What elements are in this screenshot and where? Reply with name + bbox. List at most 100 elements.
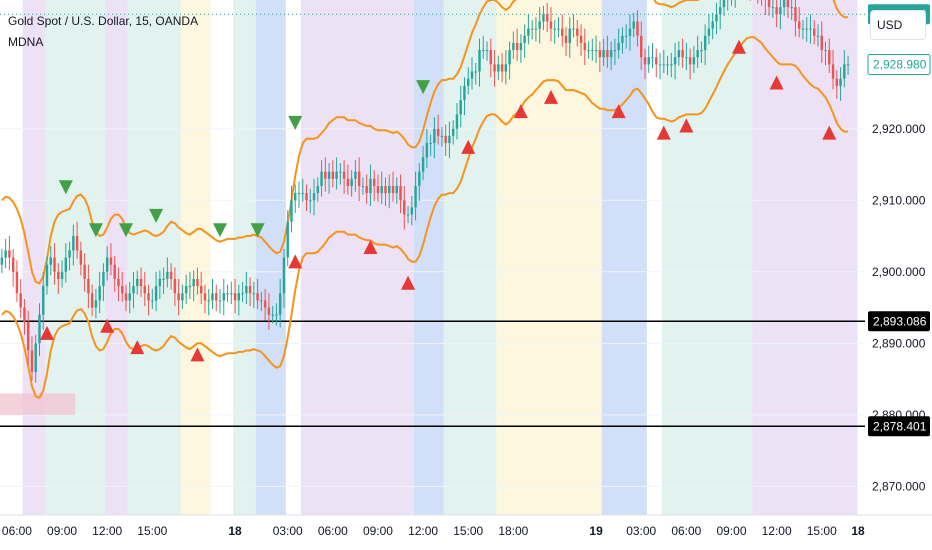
candle-body-36 — [136, 278, 139, 287]
session-band-6 — [255, 0, 286, 515]
candle-body-118 — [444, 135, 447, 144]
candle-body-15 — [57, 271, 60, 279]
candle-body-140 — [527, 28, 530, 36]
candle-body-102 — [384, 185, 387, 194]
candle-body-113 — [425, 143, 429, 158]
time-tick-6: 06:00 — [318, 524, 348, 538]
time-tick-14: 09:00 — [716, 524, 746, 538]
candle-body-28 — [105, 257, 109, 272]
sell-signal-marker-1 — [88, 223, 103, 238]
sell-signal-marker-8 — [490, 0, 492, 2]
candle-body-167 — [628, 28, 632, 36]
session-band-5 — [233, 0, 256, 515]
currency-selector[interactable]: USD — [870, 10, 926, 40]
candle-body-120 — [451, 128, 455, 136]
time-tick-1: 09:00 — [47, 524, 77, 538]
candle-body-151 — [568, 28, 571, 43]
candle-body-92 — [346, 178, 350, 186]
candle-body-40 — [151, 300, 154, 302]
buy-signal-marker-13 — [732, 39, 747, 54]
candle-body-206 — [775, 7, 778, 15]
candle-body-185 — [696, 50, 699, 58]
sell-signal-marker-0 — [58, 180, 73, 195]
candle-body-115 — [433, 128, 436, 144]
candle-body-11 — [42, 286, 45, 315]
candle-body-148 — [557, 28, 560, 30]
candle-body-180 — [677, 50, 681, 58]
buy-signal-marker-10 — [611, 104, 626, 119]
candle-body-60 — [226, 293, 229, 295]
sell-signal-marker-7 — [416, 80, 431, 95]
time-tick-17: 18 — [851, 524, 865, 538]
symbol-title[interactable]: Gold Spot / U.S. Dollar, 15, OANDA — [8, 14, 199, 28]
candle-body-223 — [839, 78, 842, 86]
time-tick-13: 06:00 — [671, 524, 701, 538]
price-tick-2: 2,890.000 — [872, 336, 926, 350]
candle-body-103 — [388, 185, 391, 194]
session-band-7 — [300, 0, 414, 515]
candle-body-209 — [786, 0, 790, 8]
candle-body-86 — [324, 171, 327, 179]
candle-body-156 — [587, 50, 590, 52]
candle-body-143 — [538, 21, 541, 29]
candle-body-125 — [470, 71, 474, 79]
candle-body-210 — [790, 7, 793, 9]
candle-body-176 — [662, 64, 666, 66]
price-tick-3: 2,900.000 — [872, 265, 926, 279]
buy-signal-marker-6 — [401, 275, 416, 290]
candle-body-75 — [282, 257, 286, 294]
candle-body-161 — [606, 50, 609, 58]
candle-body-155 — [583, 42, 587, 51]
candle-body-38 — [143, 286, 147, 294]
candle-body-47 — [177, 293, 180, 301]
candle-body-170 — [640, 35, 643, 58]
candle-body-52 — [196, 278, 199, 287]
candle-body-69 — [260, 300, 263, 302]
candle-body-2 — [8, 250, 11, 258]
candle-body-78 — [294, 193, 297, 201]
level-tag-1: 2,878.401 — [873, 419, 927, 433]
sell-signal-marker-5 — [250, 223, 265, 238]
candle-body-59 — [222, 293, 225, 301]
candle-body-42 — [158, 278, 162, 287]
candle-body-26 — [98, 286, 101, 301]
candle-body-128 — [482, 50, 485, 52]
candle-body-215 — [809, 28, 812, 30]
candle-body-129 — [485, 50, 489, 52]
candle-body-87 — [327, 171, 331, 179]
candle-body-122 — [459, 100, 462, 115]
candle-body-85 — [320, 171, 323, 186]
buy-signal-marker-1 — [100, 318, 115, 333]
candle-body-190 — [715, 14, 718, 22]
candle-body-29 — [109, 257, 113, 265]
indicator-name[interactable]: MDNA — [8, 35, 44, 49]
candle-body-51 — [192, 278, 195, 287]
candle-body-68 — [256, 293, 259, 301]
candle-body-165 — [621, 35, 624, 43]
time-tick-15: 12:00 — [762, 524, 792, 538]
candle-body-116 — [436, 128, 440, 136]
candle-body-130 — [489, 50, 493, 65]
candle-body-24 — [90, 293, 94, 308]
candle-body-100 — [376, 185, 380, 194]
candle-body-189 — [711, 21, 714, 29]
candle-body-123 — [463, 85, 466, 101]
candle-body-114 — [429, 143, 432, 145]
candle-body-67 — [252, 293, 256, 295]
sell-signal-marker-3 — [149, 208, 164, 223]
candle-body-146 — [549, 21, 553, 29]
candle-body-8 — [30, 350, 34, 372]
candle-body-153 — [576, 28, 579, 36]
candle-body-16 — [60, 271, 64, 279]
candle-body-119 — [448, 135, 451, 144]
candle-body-220 — [828, 50, 831, 65]
candle-body-82 — [309, 200, 312, 202]
candle-body-124 — [467, 78, 470, 86]
time-tick-7: 09:00 — [363, 524, 393, 538]
candle-body-187 — [703, 35, 707, 51]
session-band-4 — [180, 0, 211, 515]
candle-body-171 — [643, 57, 647, 65]
candle-body-132 — [497, 64, 500, 72]
candle-body-30 — [113, 264, 116, 279]
